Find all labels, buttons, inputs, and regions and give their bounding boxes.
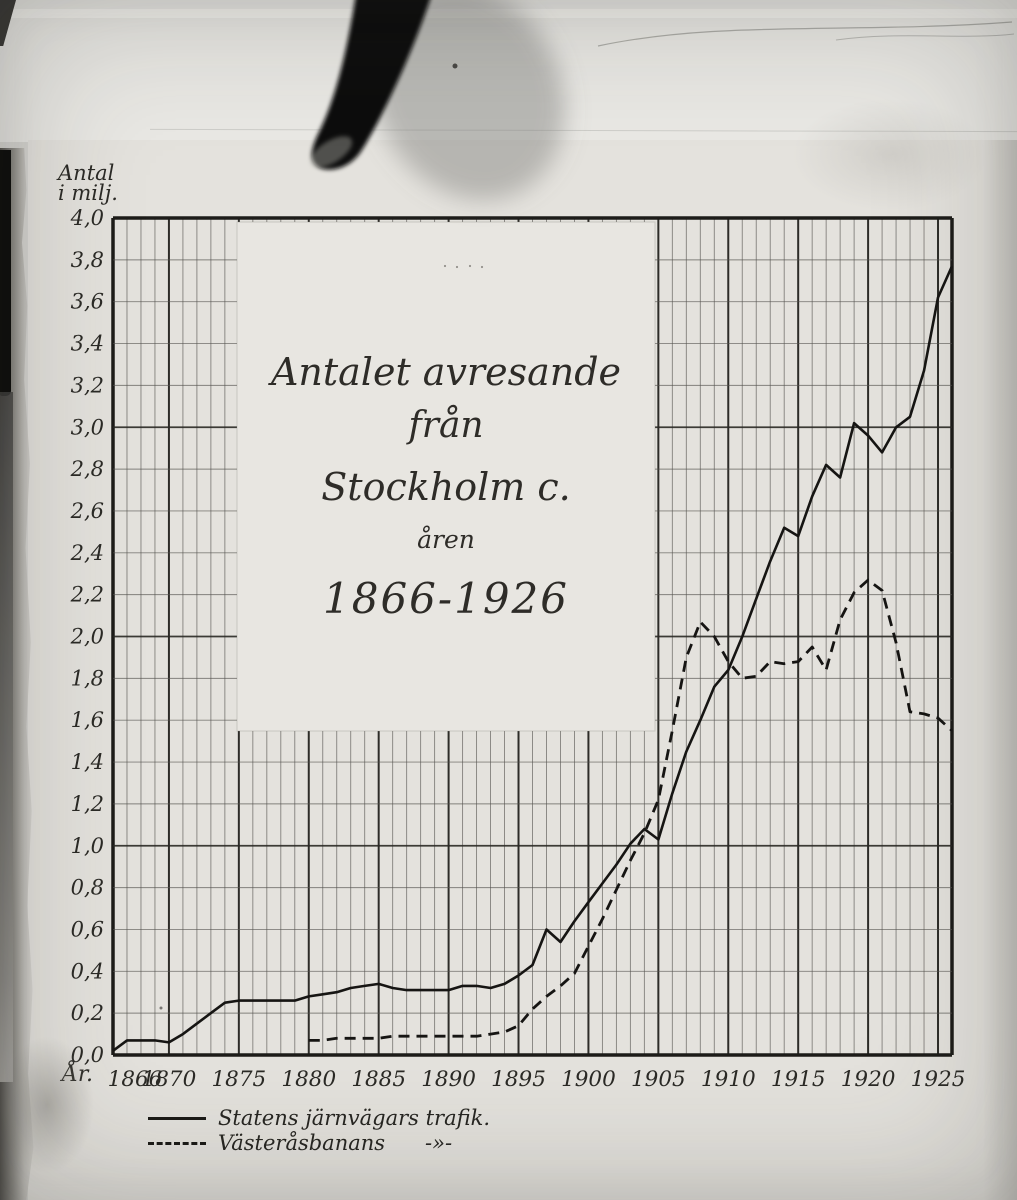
y-tick-label-1,0: 1,0 (71, 834, 104, 858)
bottom-left-smudge (0, 1010, 112, 1200)
y-tick-label-3,8: 3,8 (71, 248, 104, 272)
x-tick-label-1920: 1920 (841, 1067, 896, 1092)
x-tick-label-1866: 1866 (108, 1067, 163, 1092)
chart-title-line-4: åren (417, 525, 475, 554)
dust-dot-4 (455, 265, 459, 269)
x-tick-label-1895: 1895 (491, 1067, 546, 1092)
legend-dashed-line-sample (148, 1142, 206, 1145)
x-tick-label-1870: 1870 (142, 1067, 197, 1092)
chart-title-line-1: Antalet avresande (270, 350, 622, 394)
chart-title-line-5: 1866-1926 (323, 574, 569, 623)
y-tick-label-2,6: 2,6 (70, 499, 104, 523)
x-tick-label-1875: 1875 (211, 1067, 266, 1092)
dust-dot-3 (443, 264, 447, 268)
y-tick-label-2,4: 2,4 (70, 541, 104, 565)
left-edge-dark-strip (0, 150, 11, 396)
y-tick-label-1,6: 1,6 (71, 708, 104, 732)
x-tick-label-1925: 1925 (911, 1067, 966, 1092)
x-tick-label-1915: 1915 (771, 1067, 826, 1092)
title-box (236, 221, 656, 732)
dust-dot-6 (480, 265, 484, 269)
series-line-statens (112, 265, 954, 1052)
strap-object (311, 0, 430, 170)
y-axis-title: Antal i milj. (58, 161, 118, 205)
legend-item-statens: Statens järnvägars trafik. (148, 1106, 568, 1131)
dust-dot-5 (468, 264, 472, 268)
y-tick-label-3,2: 3,2 (71, 373, 104, 397)
y-tick-label-4,0: 4,0 (70, 206, 104, 230)
y-tick-label-1,4: 1,4 (71, 750, 104, 774)
x-tick-label-1890: 1890 (421, 1067, 476, 1092)
y-tick-label-1,2: 1,2 (71, 792, 104, 816)
chart-title-line-2: från (408, 405, 484, 446)
chart-title: Antalet avresande från Stockholm c. åren… (237, 222, 655, 731)
y-tick-label-2,0: 2,0 (70, 625, 104, 649)
left-edge-gray-strip (0, 392, 13, 1082)
y-tick-label-3,0: 3,0 (71, 415, 104, 439)
y-tick-label-0,6: 0,6 (71, 917, 104, 941)
legend-solid-line-sample (148, 1117, 206, 1120)
y-tick-label-0,4: 0,4 (71, 959, 104, 983)
legend: Statens järnvägars trafik. Västeråsbanan… (148, 1106, 568, 1156)
chart-title-line-3: Stockholm c. (321, 465, 571, 509)
legend-item-vasterasbanans: Västeråsbanans -»- (148, 1131, 568, 1156)
y-tick-label-3,6: 3,6 (71, 290, 104, 314)
photo-stain (760, 80, 1017, 230)
photo-right-edge (983, 140, 1017, 1200)
scratch-line-2 (835, 33, 1015, 41)
strap-tip-highlight (309, 136, 353, 168)
x-tick-label-1880: 1880 (281, 1067, 336, 1092)
dust-speck-2 (159, 1006, 163, 1010)
y-tick-label-3,4: 3,4 (71, 332, 104, 356)
x-tick-label-1905: 1905 (631, 1067, 686, 1092)
y-tick-label-1,8: 1,8 (71, 666, 104, 690)
y-tick-label-2,2: 2,2 (70, 583, 104, 607)
y-tick-labels: 4,0 3,8 3,6 3,4 3,2 3,0 2,8 2,6 2,4 2,2 2,0 1,8 1,6 1… (70, 206, 104, 1067)
legend-ditto-mark: -»- (425, 1131, 453, 1155)
dust-speck-1 (452, 63, 458, 69)
x-tick-label-1885: 1885 (351, 1067, 406, 1092)
series-line-vasterasbanans (308, 578, 953, 1042)
x-tick-label-1900: 1900 (561, 1067, 616, 1092)
strap-shadow (371, 0, 565, 200)
y-tick-label-0,8: 0,8 (71, 876, 104, 900)
x-tick-label-1910: 1910 (701, 1067, 756, 1092)
legend-label-statens: Statens järnvägars trafik. (218, 1106, 491, 1130)
scratch-line-1 (597, 21, 1013, 47)
legend-label-vasterasbanans: Västeråsbanans (218, 1131, 386, 1155)
photo-artifacts (159, 0, 1015, 1010)
y-tick-label-2,8: 2,8 (70, 457, 104, 481)
